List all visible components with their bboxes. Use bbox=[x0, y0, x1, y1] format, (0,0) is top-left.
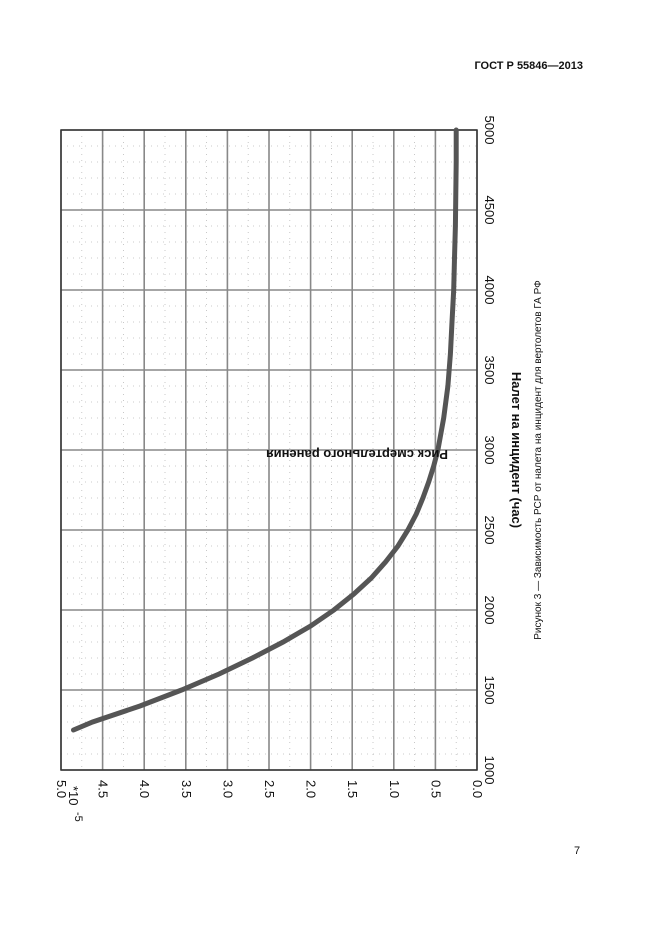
x-tick-label: 1000 bbox=[482, 756, 497, 785]
y-tick: 4.5 bbox=[96, 780, 111, 798]
y-tick: 0.5 bbox=[428, 780, 443, 798]
y-tick: 1.0 bbox=[387, 780, 402, 798]
document-standard: ГОСТ Р 55846—2013 bbox=[474, 60, 583, 72]
plot-frame bbox=[60, 129, 478, 771]
y-tick: 3.0 bbox=[220, 780, 235, 798]
y-tick-labels: 0.0 0.5 1.0 1.5 2.0 2.5 3.0 3.5 4.0 4.5 5.0 bbox=[54, 780, 485, 798]
y-tick: 0.0 bbox=[470, 780, 485, 798]
x-axis-label: Налет на инцидент (час) bbox=[509, 372, 524, 528]
x-tick: 1500 bbox=[482, 676, 497, 705]
y-tick: 4.0 bbox=[137, 780, 152, 798]
x-tick-label: 1500 bbox=[482, 676, 497, 705]
y-tick-label: 1.0 bbox=[387, 780, 402, 798]
figure-caption: Рисунок 3 — Зависимость РСР от налета на… bbox=[533, 280, 544, 640]
y-tick-label: 4.5 bbox=[96, 780, 111, 798]
x-tick: 3500 bbox=[482, 356, 497, 385]
x-tick: 2000 bbox=[482, 596, 497, 625]
y-tick-label: 4.0 bbox=[137, 780, 152, 798]
y-tick-label: 0.5 bbox=[428, 780, 443, 798]
y-multiplier-label: *10 bbox=[66, 786, 81, 806]
y-multiplier-exponent: -5 bbox=[72, 812, 84, 822]
x-tick: 5000 bbox=[482, 116, 497, 145]
x-tick-label: 4500 bbox=[482, 196, 497, 225]
y-tick-label: 5.0 bbox=[54, 780, 69, 798]
series-line bbox=[71, 127, 459, 733]
x-tick-label: 3000 bbox=[482, 436, 497, 465]
y-tick-label: 3.0 bbox=[220, 780, 235, 798]
y-tick: 3.5 bbox=[179, 780, 194, 798]
y-tick-label: 2.0 bbox=[304, 780, 319, 798]
x-tick: 1000 bbox=[482, 756, 497, 785]
y-tick: 5.0 bbox=[54, 780, 69, 798]
y-tick-label: 2.5 bbox=[262, 780, 277, 798]
y-tick: 2.0 bbox=[304, 780, 319, 798]
x-tick-label: 4000 bbox=[482, 276, 497, 305]
x-tick-labels: 1000 1500 2000 2500 3000 3500 4000 4500 5000 bbox=[482, 116, 497, 785]
page-number: 7 bbox=[574, 845, 581, 857]
y-tick-label: 3.5 bbox=[179, 780, 194, 798]
x-tick-label: 5000 bbox=[482, 116, 497, 145]
x-tick-label: 3500 bbox=[482, 356, 497, 385]
y-tick: 2.5 bbox=[262, 780, 277, 798]
x-tick: 4000 bbox=[482, 276, 497, 305]
y-tick-label: 0.0 bbox=[470, 780, 485, 798]
x-tick-label: 2500 bbox=[482, 516, 497, 545]
y-axis-label: Риск смертельного ранения bbox=[266, 447, 448, 462]
x-tick: 2500 bbox=[482, 516, 497, 545]
y-tick: 1.5 bbox=[345, 780, 360, 798]
x-tick-label: 2000 bbox=[482, 596, 497, 625]
x-tick: 3000 bbox=[482, 436, 497, 465]
y-tick-label: 1.5 bbox=[345, 780, 360, 798]
x-tick: 4500 bbox=[482, 196, 497, 225]
